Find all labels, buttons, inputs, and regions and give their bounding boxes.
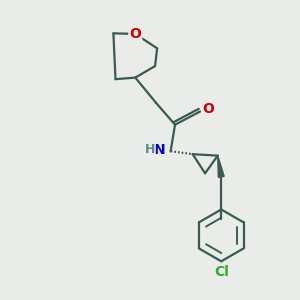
Text: Cl: Cl (214, 265, 229, 279)
Text: O: O (129, 27, 141, 41)
Text: N: N (154, 143, 165, 157)
Text: H: H (145, 143, 155, 156)
Polygon shape (218, 156, 224, 177)
Text: O: O (202, 101, 214, 116)
